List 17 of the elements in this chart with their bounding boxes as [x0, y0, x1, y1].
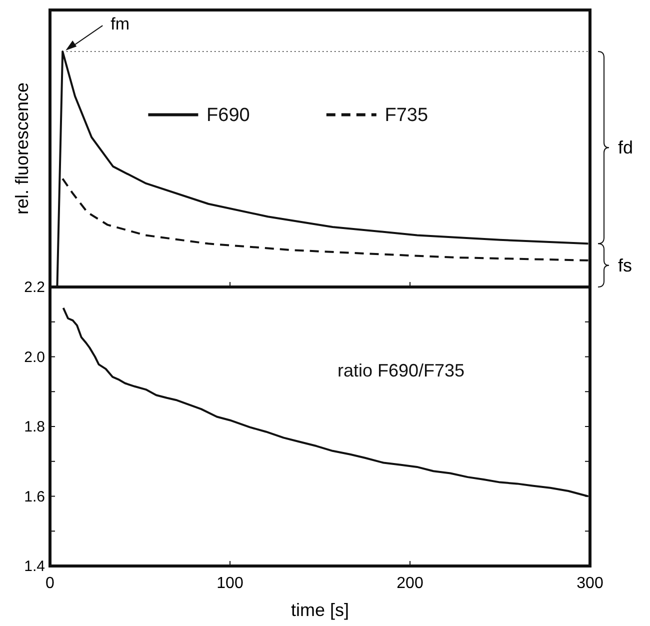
- x-tick-label: 0: [46, 575, 55, 592]
- legend-label: F690: [206, 104, 250, 126]
- y-tick-label: 2.0: [24, 348, 45, 366]
- text: fs: [618, 255, 632, 276]
- x-tick-label: 300: [576, 575, 604, 592]
- y-tick-label: 1.4: [24, 558, 45, 575]
- legend-label: F735: [384, 104, 428, 126]
- x-tick-label: 200: [396, 575, 424, 592]
- y-axis-title: rel. fluorescence: [12, 82, 32, 215]
- text: ratio F690/F735: [337, 360, 465, 380]
- text: fd: [618, 138, 634, 158]
- y-tick-label: 1.8: [24, 418, 45, 436]
- y-tick-label: 1.6: [24, 488, 45, 506]
- y-tick-label: 2.2: [24, 279, 45, 296]
- x-tick-label: 100: [216, 575, 244, 592]
- x-axis-title: time [s]: [290, 600, 350, 620]
- annotation: fm: [110, 14, 130, 34]
